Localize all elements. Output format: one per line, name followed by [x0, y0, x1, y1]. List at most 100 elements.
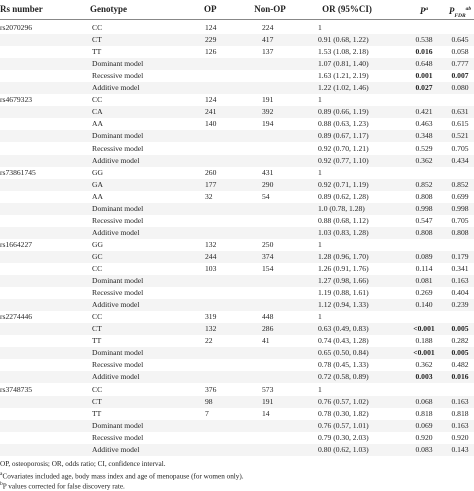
genotype: Recessive model [92, 432, 144, 442]
fdr-value: 0.920 [451, 432, 469, 442]
header-fdr-sup: ab [465, 6, 472, 12]
fdr-value: 0.808 [451, 227, 469, 237]
op-count: 132 [205, 239, 217, 249]
table-row: TT 22 41 0.74 (0.43, 1.28) 0.188 0.282 [0, 335, 474, 347]
fdr-value: 0.058 [451, 47, 469, 57]
op-count: 22 [205, 336, 213, 346]
p-value: 0.069 [415, 420, 433, 430]
op-count: 260 [205, 167, 217, 177]
fdr-value: 0.007 [451, 71, 469, 81]
odds-ratio: 1.26 (0.91, 1.76) [318, 264, 369, 273]
odds-ratio: 1 [318, 384, 322, 394]
odds-ratio: 1.27 (0.98, 1.66) [318, 276, 369, 286]
odds-ratio: 1.0 (0.78, 1.28) [318, 203, 365, 213]
genotype: Recessive model [92, 71, 144, 81]
genotype: Additive model [92, 372, 140, 382]
fdr-value: 0.998 [451, 203, 469, 213]
genotype: Additive model [92, 444, 140, 454]
footnote: bP values corrected for false discovery … [0, 479, 125, 491]
header-or: OR (95%CI) [322, 4, 372, 14]
fdr-value: 0.005 [451, 324, 469, 334]
genotype: CC [92, 95, 103, 105]
table-row: CT 132 286 0.63 (0.49, 0.83) <0.001 0.005 [0, 323, 474, 336]
op-count: 98 [205, 396, 213, 406]
odds-ratio: 0.79 (0.30, 2.03) [318, 432, 369, 442]
non-op-count: 137 [262, 47, 274, 57]
table-row: Recessive model 1.63 (1.21, 2.19) 0.001 0.0… [0, 70, 474, 82]
fdr-value: 0.005 [451, 348, 469, 358]
p-value: 0.648 [415, 59, 433, 69]
fdr-value: 0.239 [451, 300, 469, 310]
non-op-count: 191 [262, 396, 274, 406]
op-count: 132 [205, 324, 217, 334]
table-row: Additive model 0.80 (0.62, 1.03) 0.083 0.14… [0, 443, 474, 456]
non-op-count: 431 [262, 167, 274, 177]
op-count: 229 [205, 35, 217, 45]
genotype: AA [92, 119, 103, 129]
odds-ratio: 0.88 (0.63, 1.23) [318, 119, 369, 129]
p-value: 0.083 [415, 444, 433, 454]
footnote: aCovariates included age, body mass inde… [0, 469, 244, 481]
table-row: Additive model 1.12 (0.94, 1.33) 0.140 0.23… [0, 299, 474, 312]
genotype: TT [92, 47, 102, 57]
header-genotype: Genotype [90, 4, 127, 14]
non-op-count: 194 [262, 119, 274, 129]
genotype: GC [92, 251, 103, 261]
table-row: Additive model 1.22 (1.02, 1.46) 0.027 0.08… [0, 82, 474, 95]
rs-number: rs2070296 [0, 23, 33, 32]
table-row: TT 7 14 0.78 (0.30, 1.82) 0.818 0.818 [0, 408, 474, 420]
non-op-count: 392 [262, 107, 274, 117]
op-count: 177 [205, 179, 217, 189]
footnote-text: Covariates included age, body mass index… [2, 472, 244, 481]
table-row: Dominant model 0.76 (0.57, 1.01) 0.069 0.16… [0, 419, 474, 432]
odds-ratio: 0.63 (0.49, 0.83) [318, 324, 369, 334]
op-count: 241 [205, 107, 217, 117]
odds-ratio: 1.19 (0.88, 1.61) [318, 288, 369, 298]
p-value: 0.114 [415, 264, 433, 273]
table-row: Recessive model 0.88 (0.68, 1.12) 0.547 0.7… [0, 215, 474, 227]
fdr-value: 0.282 [451, 336, 469, 346]
table-row: rs3748735 CC 376 573 1 [0, 384, 474, 396]
genotype: AA [92, 191, 103, 201]
genotype: Dominant model [92, 59, 144, 69]
header-non-op: Non-OP [254, 4, 286, 14]
table-row: Additive model 0.92 (0.77, 1.10) 0.362 0.43… [0, 154, 474, 167]
op-count: 376 [205, 384, 217, 394]
table-row: CT 229 417 0.91 (0.68, 1.22) 0.538 0.645 [0, 34, 474, 47]
odds-ratio: 1 [318, 312, 322, 322]
op-count: 126 [205, 47, 217, 57]
odds-ratio: 1.07 (0.81, 1.40) [318, 59, 369, 69]
odds-ratio: 1 [318, 167, 322, 177]
genotype: Dominant model [92, 276, 144, 286]
fdr-value: 0.163 [451, 276, 469, 286]
p-value: 0.463 [415, 119, 433, 129]
rs-number: rs4679323 [0, 95, 33, 105]
header-fdr-sub: FDR [454, 12, 466, 19]
genotype: CC [92, 312, 103, 322]
odds-ratio: 1 [318, 95, 322, 105]
odds-ratio: 0.88 (0.68, 1.12) [318, 215, 369, 225]
odds-ratio: 0.92 (0.77, 1.10) [318, 155, 369, 165]
non-op-count: 290 [262, 179, 274, 189]
odds-ratio: 1.22 (1.02, 1.46) [318, 83, 369, 93]
fdr-value: 0.016 [451, 372, 469, 382]
table-row: Dominant model 0.89 (0.67, 1.17) 0.348 0.52… [0, 130, 474, 143]
table-row: rs2274446 CC 319 448 1 [0, 311, 474, 323]
genotype: Additive model [92, 83, 140, 93]
op-count: 140 [205, 119, 217, 129]
odds-ratio: 0.78 (0.30, 1.82) [318, 408, 369, 418]
table-row: CT 98 191 0.76 (0.57, 1.02) 0.068 0.163 [0, 395, 474, 408]
fdr-value: 0.631 [451, 107, 469, 117]
odds-ratio: 0.65 (0.50, 0.84) [318, 348, 369, 358]
odds-ratio: 1.63 (1.21, 2.19) [318, 71, 369, 81]
non-op-count: 448 [262, 312, 274, 322]
genotype: Dominant model [92, 203, 144, 213]
p-value: <0.001 [413, 324, 435, 334]
odds-ratio: 1.53 (1.08, 2.18) [318, 47, 369, 57]
table-row: Recessive model 0.92 (0.70, 1.21) 0.529 0.7… [0, 143, 474, 155]
p-value: 0.362 [415, 360, 433, 370]
non-op-count: 573 [262, 384, 274, 394]
p-value: 0.818 [415, 408, 433, 418]
odds-ratio: 0.74 (0.43, 1.28) [318, 336, 369, 346]
genotype: Recessive model [92, 288, 144, 298]
